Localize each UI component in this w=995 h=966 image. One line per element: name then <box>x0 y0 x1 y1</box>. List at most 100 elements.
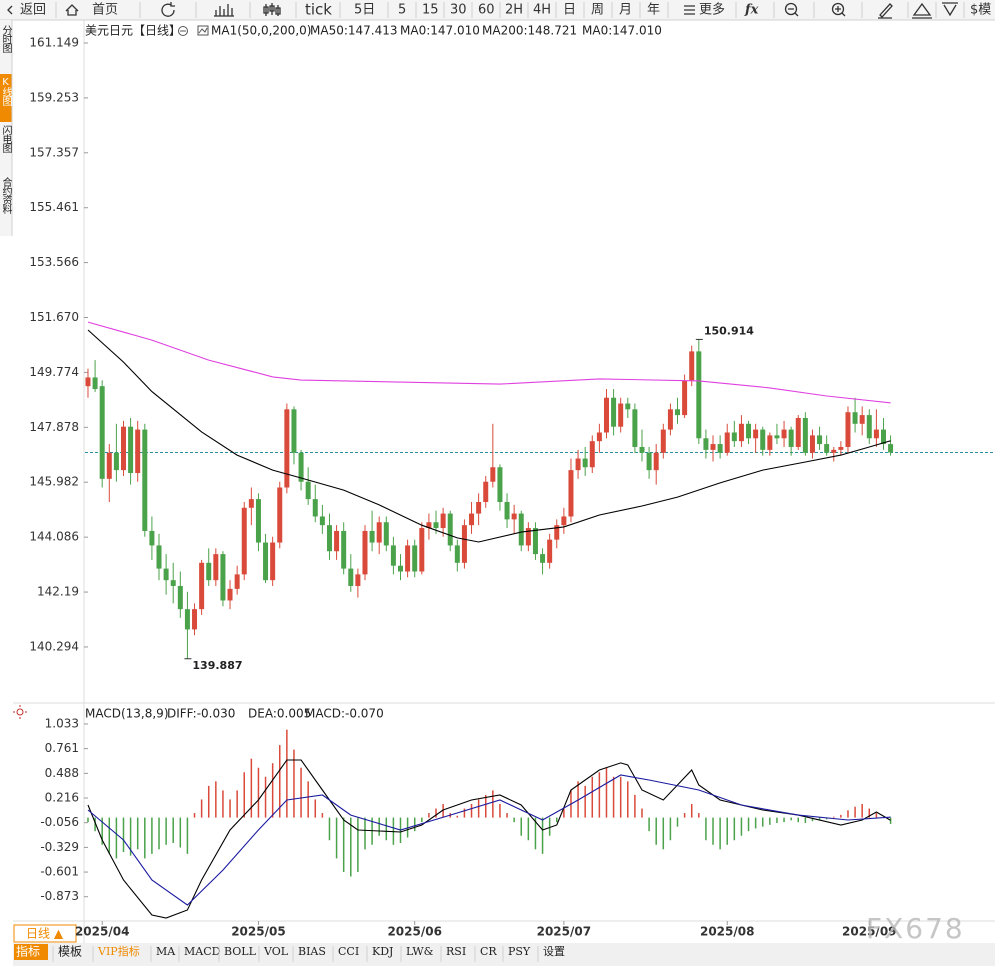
macd-bar <box>470 803 473 818</box>
bottom-tab[interactable]: VIP指标 <box>97 944 140 958</box>
macd-bar <box>705 817 707 841</box>
macd-bar <box>328 817 331 841</box>
toolbar-button[interactable]: fx <box>744 3 759 18</box>
macd-bar <box>740 817 743 836</box>
macd-bar <box>840 814 842 818</box>
macd-bar <box>94 817 96 832</box>
side-tab[interactable]: 合约资料 <box>0 176 12 215</box>
candle-body <box>703 438 709 450</box>
candle-body <box>476 501 482 514</box>
toolbar-button[interactable]: 日 <box>563 3 576 18</box>
macd-bar <box>222 790 224 818</box>
candle-body <box>646 452 652 471</box>
macd-bar <box>797 817 800 823</box>
y-tick-label: 157.357 <box>29 145 79 159</box>
candle-body <box>667 409 673 430</box>
candle-body <box>85 377 91 387</box>
toolbar-separators <box>55 2 965 18</box>
toolbar-button[interactable]: 15 <box>422 3 439 18</box>
toolbar-button[interactable]: 5 <box>398 3 406 18</box>
candle-body <box>412 545 418 572</box>
bottom-tab[interactable]: CCI <box>338 945 359 958</box>
toolbar-button[interactable]: 60 <box>478 3 495 18</box>
candle-body <box>852 412 858 424</box>
macd-bar <box>605 767 608 818</box>
menu-icon <box>684 5 695 15</box>
macd-bar <box>790 817 792 821</box>
candle-body <box>348 568 354 586</box>
bottom-tab[interactable]: MA <box>156 945 176 958</box>
period-label[interactable]: 日线 ▲ <box>26 927 64 941</box>
macd-bar <box>179 817 182 848</box>
legend-item: 【日线】 <box>133 24 181 38</box>
candle-body <box>788 429 794 447</box>
macd-bar <box>335 817 338 859</box>
macd-bar <box>868 808 871 818</box>
bottom-tab[interactable]: KDJ <box>372 945 393 958</box>
candle-body <box>341 530 347 569</box>
side-tab[interactable]: K线图 <box>0 77 12 107</box>
candle-body <box>206 562 212 581</box>
toolbar-button[interactable]: 5日 <box>354 3 375 18</box>
candle-body <box>518 513 524 546</box>
bottom-tab[interactable]: MACD <box>184 945 221 958</box>
bottom-tab[interactable]: VOL <box>263 945 289 958</box>
bottom-tab[interactable]: RSI <box>446 945 466 958</box>
toolbar-button[interactable]: 月 <box>619 3 632 18</box>
bottom-tab[interactable]: CR <box>480 945 497 958</box>
toolbar-button[interactable]: 首页 <box>92 3 118 18</box>
side-tab[interactable]: 闪电图 <box>0 124 12 154</box>
period-selector[interactable] <box>13 924 77 943</box>
candle-body <box>731 432 737 442</box>
bottom-tab[interactable]: 设置 <box>543 945 565 958</box>
y-tick-label: -0.873 <box>40 889 79 903</box>
bottom-tab[interactable]: 指标 <box>16 944 40 959</box>
toolbar-button[interactable]: tick <box>305 1 332 19</box>
macd-bar <box>833 816 835 818</box>
candle-body <box>490 467 496 482</box>
tab-active <box>14 944 48 960</box>
macd-bar <box>350 817 352 877</box>
bottom-tab[interactable]: PSY <box>508 945 531 958</box>
candle-body <box>163 568 169 581</box>
macd-bar <box>477 799 480 818</box>
macd-bar <box>165 817 167 845</box>
toolbar-button[interactable]: 年 <box>647 3 660 18</box>
macd-bar <box>314 799 317 818</box>
legend-item: MACD(13,8,9) <box>85 707 169 721</box>
bottom-tab[interactable]: LW& <box>406 945 434 958</box>
toolbar <box>0 0 995 20</box>
toolbar-button[interactable]: 2H <box>505 3 523 18</box>
candle-body <box>880 429 886 445</box>
candle-body <box>532 528 538 555</box>
y-tick-label: 159.253 <box>29 90 79 104</box>
toolbar-button[interactable]: 30 <box>450 3 467 18</box>
candle-body <box>128 426 134 474</box>
toolbar-button[interactable]: 周 <box>591 3 604 18</box>
candle-body <box>312 499 318 517</box>
toolbar-button[interactable]: 4H <box>533 3 551 18</box>
macd-bar <box>634 794 636 818</box>
candle-body <box>660 429 666 453</box>
toolbar-button[interactable]: 返回 <box>20 3 46 18</box>
bars-icon <box>214 4 234 17</box>
candle-body <box>248 499 254 508</box>
bottom-tab[interactable]: 模板 <box>58 945 82 959</box>
candle-body <box>845 412 851 447</box>
macd-bar <box>669 817 672 841</box>
bottom-tab[interactable]: BIAS <box>298 945 326 958</box>
candle-body <box>334 530 340 552</box>
macd-bar <box>747 817 750 832</box>
candle-body <box>454 545 460 563</box>
macd-bar <box>456 815 459 818</box>
side-tab[interactable]: 分时图 <box>0 25 12 54</box>
bottom-tab[interactable]: BOLL <box>224 945 257 958</box>
toolbar-button[interactable]: $模 <box>970 3 991 18</box>
candle-body <box>234 574 240 589</box>
candle-body <box>405 545 411 572</box>
macd-bar <box>87 817 89 823</box>
macd-bar <box>889 817 892 824</box>
legend-item: MA0:147.010 <box>582 24 662 38</box>
toolbar-button[interactable]: 更多 <box>699 2 725 18</box>
